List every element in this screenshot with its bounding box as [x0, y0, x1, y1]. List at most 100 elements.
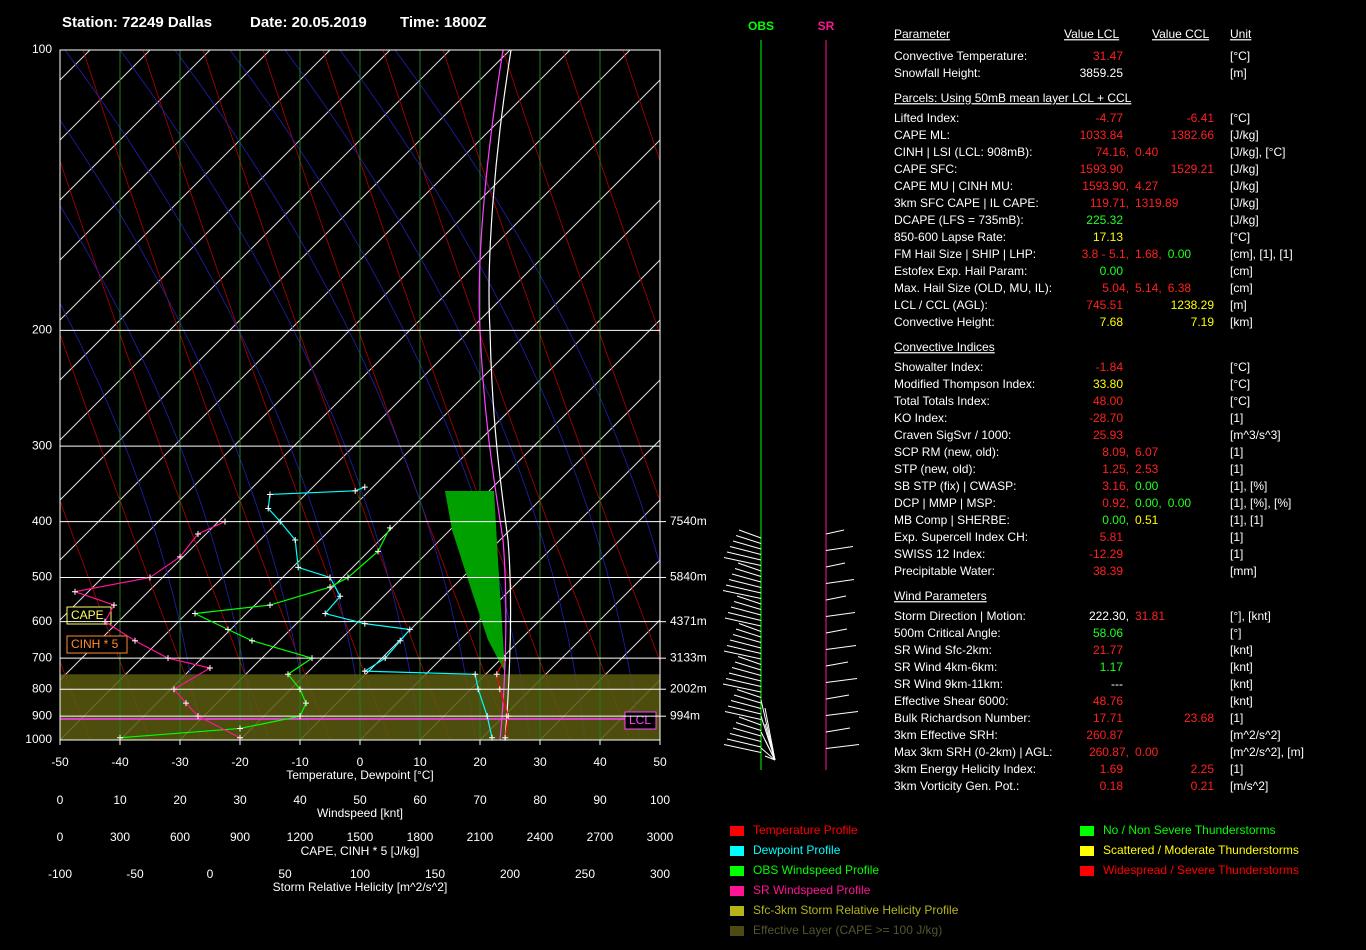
- axis-tick-label: 1800: [407, 830, 434, 844]
- wind-barb: [734, 568, 762, 577]
- axis-label: Storm Relative Helicity [m^2/s^2]: [273, 880, 448, 894]
- y-tick-label: 100: [32, 42, 52, 56]
- parameter-value: 1.69: [1100, 762, 1124, 776]
- moist-adiabat: [64, 50, 366, 740]
- legend-label: SR Windspeed Profile: [753, 883, 871, 897]
- time: Time: 1800Z: [400, 14, 486, 31]
- profile-point: [192, 610, 198, 617]
- parameter-name: SWISS 12 Index:: [894, 547, 985, 561]
- wind-barb: [727, 612, 762, 621]
- wind-barb: [734, 661, 762, 671]
- parameter-value: 5.14,: [1135, 281, 1162, 295]
- parameter-value: 23.68: [1184, 711, 1214, 725]
- parameter-name: Convective Height:: [894, 315, 995, 329]
- parameter-value: 5.04,: [1102, 281, 1129, 295]
- legend-swatch: [730, 826, 744, 836]
- parameter-name: CAPE MU | CINH MU:: [894, 179, 1013, 193]
- profile-point: [387, 524, 393, 531]
- parameter-name: 3km Effective SRH:: [894, 728, 998, 742]
- table-header: Parameter: [894, 27, 950, 41]
- axis-tick-label: 20: [173, 793, 187, 807]
- axis-tick-label: 100: [650, 793, 670, 807]
- parameter-name: Estofex Exp. Hail Param:: [894, 264, 1027, 278]
- profile-point: [147, 574, 153, 581]
- parameter-name: CAPE ML:: [894, 128, 950, 142]
- parameter-value: 58.06: [1093, 626, 1123, 640]
- profile-point: [375, 548, 381, 555]
- profile-point: [72, 588, 78, 595]
- parameter-unit: [1]: [1230, 762, 1243, 776]
- wind-barb: [732, 727, 762, 737]
- parameter-unit: [1]: [1230, 462, 1243, 476]
- parameter-name: SB STP (fix) | CWASP:: [894, 479, 1016, 493]
- parameter-value: 7.19: [1191, 315, 1215, 329]
- profile-point: [352, 487, 359, 494]
- legend-label: OBS Windspeed Profile: [753, 863, 879, 877]
- parameter-unit: [mm]: [1230, 564, 1257, 578]
- wind-barb: [737, 656, 762, 665]
- wind-barb: [738, 529, 762, 539]
- legend-label: No / Non Severe Thunderstorms: [1103, 823, 1276, 837]
- parameter-unit: [m^2/s^2], [m]: [1230, 745, 1304, 759]
- table-header: Value CCL: [1152, 27, 1209, 41]
- parameter-value: 1529.21: [1171, 162, 1215, 176]
- x-tick-label: -10: [291, 755, 309, 769]
- profile-point: [183, 700, 189, 707]
- parameter-value: -1.84: [1096, 360, 1124, 374]
- parameter-value: 1.25,: [1102, 462, 1129, 476]
- parameter-unit: [J/kg]: [1230, 179, 1259, 193]
- parameter-value: 3.16,: [1102, 479, 1129, 493]
- parameter-unit: [1], [%], [%]: [1230, 496, 1291, 510]
- wind-column-title: SR: [818, 19, 835, 33]
- profile-point: [361, 668, 368, 675]
- profile-point: [295, 564, 302, 571]
- section-title: Parcels: Using 50mB mean layer LCL + CCL: [894, 91, 1132, 105]
- parameter-value: 8.09,: [1102, 445, 1129, 459]
- parameter-value: 0.00,: [1135, 496, 1162, 510]
- parameter-unit: [knt]: [1230, 660, 1253, 674]
- parameter-name: Precipitable Water:: [894, 564, 995, 578]
- axis-tick-label: 90: [593, 793, 607, 807]
- wind-barb: [760, 747, 776, 761]
- x-axis-label: Temperature, Dewpoint [°C]: [286, 768, 434, 782]
- parameter-value: -28.70: [1089, 411, 1123, 425]
- profile-point: [303, 700, 309, 707]
- x-tick-label: 10: [413, 755, 427, 769]
- wind-barb: [729, 733, 762, 742]
- wind-barb: [723, 650, 762, 660]
- profile-point: [484, 713, 491, 720]
- parameter-unit: [1]: [1230, 711, 1243, 725]
- isotherm-diagonal: [60, 50, 631, 621]
- parameter-value: 0.00,: [1102, 513, 1129, 527]
- isotherm-diagonal: [60, 50, 271, 261]
- wind-barb: [725, 584, 762, 594]
- parameter-unit: [m]: [1230, 66, 1247, 80]
- cape-area: [445, 491, 505, 672]
- parameter-value: 1593.90,: [1082, 179, 1129, 193]
- parameter-name: Max 3km SRH (0-2km) | AGL:: [894, 745, 1052, 759]
- profile-point: [322, 610, 329, 617]
- profile-point: [502, 655, 509, 662]
- parameter-unit: [1], [1]: [1230, 513, 1263, 527]
- x-tick-label: 50: [653, 755, 667, 769]
- axis-tick-label: 1500: [347, 830, 374, 844]
- parameter-value: 4.27: [1135, 179, 1159, 193]
- wind-barb: [726, 738, 762, 748]
- parameter-value: 6.38: [1168, 281, 1192, 295]
- wind-barb: [729, 546, 762, 555]
- parameter-value: 1.68,: [1135, 247, 1162, 261]
- y-tick-label: 500: [32, 570, 52, 584]
- cinh-label: CINH * 5: [71, 637, 119, 651]
- parameter-value: 21.77: [1093, 643, 1123, 657]
- wind-barb: [727, 705, 762, 715]
- profile-point: [222, 518, 228, 525]
- parameter-name: 3km Vorticity Gen. Pot.:: [894, 779, 1019, 793]
- profile-point: [406, 626, 413, 633]
- wind-barb: [825, 579, 855, 584]
- cinh-label-box: [66, 635, 128, 654]
- y-tick-label: 800: [32, 681, 52, 695]
- isotherm-diagonal: [299, 379, 660, 740]
- wind-barb: [732, 540, 762, 550]
- parameter-value: 0.92,: [1102, 496, 1129, 510]
